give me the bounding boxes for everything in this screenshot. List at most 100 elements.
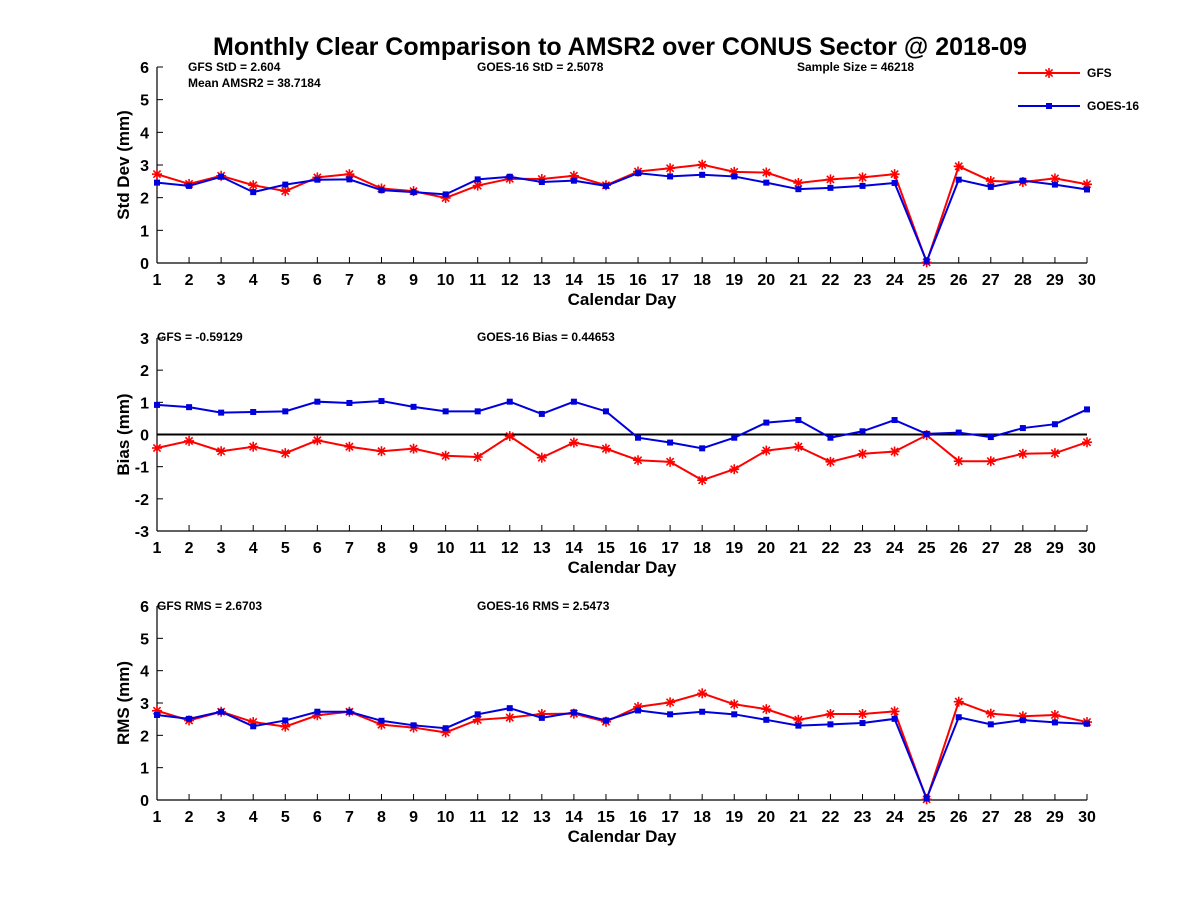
marker-stroke (730, 465, 739, 474)
goes16-data-point (442, 408, 449, 415)
marker-stroke (249, 442, 258, 451)
marker-stroke (858, 709, 867, 719)
legend-square-marker (1046, 103, 1052, 109)
goes16-data-point (570, 177, 577, 184)
marker-stroke (473, 181, 482, 190)
gfs-data-point (697, 688, 708, 699)
gfs-data-point (953, 696, 964, 707)
marker-stroke (281, 186, 290, 196)
marker-stroke (698, 476, 707, 485)
goes16-data-point (506, 173, 513, 180)
gfs-data-point (889, 169, 900, 180)
x-tick-label: 13 (533, 809, 551, 826)
x-tick-label: 10 (437, 540, 455, 557)
goes16-data-point (699, 171, 706, 178)
gfs-data-point (472, 714, 483, 725)
goes16-data-point (282, 717, 289, 724)
x-tick-label: 16 (629, 272, 647, 289)
goes16-data-point (955, 176, 962, 183)
marker-stroke (954, 457, 963, 466)
x-tick-label: 28 (1014, 540, 1032, 557)
x-tick-label: 26 (950, 272, 968, 289)
gfs-data-point (729, 464, 740, 475)
x-tick-label: 12 (501, 272, 519, 289)
marker-stroke (665, 164, 675, 173)
x-tick-label: 17 (661, 540, 679, 557)
x-tick-label: 15 (597, 540, 615, 557)
x-tick-label: 11 (469, 540, 486, 557)
x-tick-label: 8 (377, 809, 386, 826)
x-tick-label: 27 (982, 272, 1000, 289)
x-tick-label: 8 (377, 272, 386, 289)
goes16-data-point (955, 429, 962, 436)
gfs-data-point (504, 712, 515, 723)
marker-stroke (377, 447, 386, 456)
x-tick-label: 5 (281, 540, 290, 557)
marker-stroke (794, 178, 803, 188)
gfs-data-point (857, 448, 868, 459)
y-tick-label: 4 (140, 125, 149, 142)
x-tick-label: 13 (533, 540, 551, 557)
goes16-data-point (602, 182, 609, 189)
marker-stroke (986, 176, 995, 186)
x-tick-label: 5 (281, 809, 290, 826)
goes16-data-point (1051, 181, 1058, 188)
y-tick-label: -3 (135, 524, 149, 541)
marker-stroke (890, 169, 899, 179)
goes16-data-point (987, 434, 994, 441)
x-tick-label: 2 (185, 809, 194, 826)
marker-stroke (569, 438, 579, 447)
marker-stroke (601, 444, 611, 453)
marker-stroke (216, 447, 226, 456)
gfs-data-point (793, 441, 804, 452)
marker-stroke (730, 700, 739, 709)
goes16-data-point (699, 445, 706, 452)
goes16-data-point (667, 439, 674, 446)
x-tick-label: 24 (886, 809, 904, 826)
y-tick-label: 1 (140, 395, 149, 412)
gfs-data-point (376, 446, 387, 457)
goes16-data-point (635, 434, 642, 441)
x-tick-label: 25 (918, 540, 936, 557)
x-tick-label: 24 (886, 272, 904, 289)
x-tick-label: 19 (725, 809, 743, 826)
x-tick-label: 3 (217, 272, 226, 289)
x-tick-label: 30 (1078, 272, 1096, 289)
panels: 1 2 3 4 5 6 7 8 9 10 11 12 13 14 15 16 17 18 19 20 21 22 23 24 2… (114, 60, 1096, 846)
y-tick-label: -1 (135, 460, 149, 477)
goes16-data-point (474, 408, 481, 415)
x-tick-label: 6 (313, 809, 322, 826)
legend-item-gfs: GFS (1018, 66, 1112, 80)
goes16-data-point (154, 179, 160, 186)
gfs-data-point (889, 706, 900, 717)
x-tick-label: 26 (950, 809, 968, 826)
x-tick-label: 12 (501, 540, 519, 557)
goes16-data-point (410, 722, 417, 729)
goes16-data-point (314, 176, 321, 183)
marker-stroke (345, 442, 354, 451)
y-tick-label: 6 (140, 60, 149, 77)
x-tick-label: 23 (854, 272, 872, 289)
gfs-data-point (248, 441, 259, 452)
y-tick-label: 3 (140, 331, 149, 348)
marker-stroke (537, 453, 546, 462)
goes16-data-point (314, 398, 321, 405)
gfs-data-point (248, 180, 259, 191)
goes16-data-point (1084, 186, 1090, 193)
x-tick-label: 1 (153, 809, 162, 826)
x-tick-label: 22 (822, 272, 840, 289)
goes16-data-point (635, 170, 642, 177)
goes16-data-point (795, 417, 802, 424)
marker-stroke (794, 442, 803, 451)
marker-stroke (954, 697, 963, 706)
x-tick-label: 4 (249, 809, 258, 826)
goes16-data-point (570, 398, 577, 405)
legend: GFS GOES-16 (1018, 66, 1139, 113)
panel-3: 1 2 3 4 5 6 7 8 9 10 11 12 13 14 15 16 17 18 19 20 21 22 23 24 2… (114, 599, 1096, 846)
x-tick-label: 27 (982, 540, 1000, 557)
goes16-data-point (474, 711, 481, 718)
marker-stroke (698, 689, 707, 698)
goes16-data-point (410, 189, 417, 196)
goes16-data-point (699, 708, 706, 715)
gfs-data-point (665, 456, 676, 467)
